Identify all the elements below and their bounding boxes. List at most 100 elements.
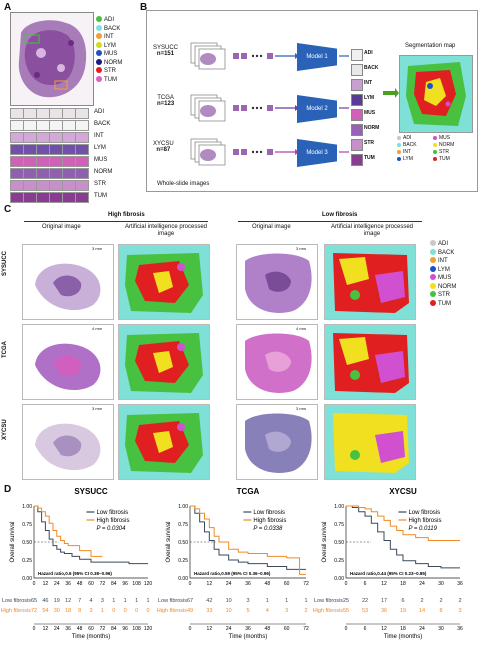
risk-count: 10 [226,608,232,614]
km-title: TCGA [237,487,260,496]
c-legend-back: BACK [430,248,456,258]
y-tick-label: 0.00 [178,576,188,582]
panel-b: SYSUCC n=151 TCGA n=123 XYCSU n=87 Whole-sl… [146,10,478,192]
x-tick-label: 24 [226,581,232,587]
x-tick-label: 0 [33,581,36,587]
tile-adi [10,108,24,119]
ellipsis-dot [259,106,263,110]
risk-count: 8 [78,608,81,614]
tile-mus [75,156,89,167]
x-axis-label: Time (months) [229,634,267,640]
scale-bar-label: 3 mm [296,246,306,251]
c-legend-int: INT [430,257,456,266]
tile-grid: ADI BACK INT LYM MUS NORM STR TUM [10,108,138,204]
km-axes [345,506,460,579]
risk-row-label: High fibrosis [157,608,188,614]
panel-d-label: D [4,484,12,495]
y-axis-label: Overall survival [10,521,16,562]
risk-x-tick: 72 [100,626,106,632]
risk-count: 42 [206,598,212,604]
class-label-back: BACK [364,65,379,71]
y-tick-label: 0.75 [178,522,188,528]
class-label-norm: NORM [364,125,380,131]
tile-str [49,180,63,191]
pipeline-diagram [190,42,399,166]
risk-count: 0 [112,608,115,614]
high-ai-image [118,244,210,320]
risk-count: 2 [304,608,307,614]
y-axis-label: Overall survival [322,521,328,562]
risk-x-tick: 24 [419,626,425,632]
tile-lym [10,144,24,155]
x-tick-label: 96 [122,581,128,587]
risk-count: 3 [458,608,461,614]
risk-count: 0 [146,608,149,614]
seg-legend-norm: NORM [433,142,454,148]
orig-label-low: Original image [252,224,291,230]
risk-x-tick: 108 [132,626,141,632]
tile-label-back: BACK [94,121,111,127]
class-label-adi: ADI [364,50,373,56]
x-tick-label: 30 [438,581,444,587]
km-title: SYSUCC [74,487,108,496]
risk-x-tick: 30 [438,626,444,632]
wsi-label: Whole-slide images [157,181,210,187]
high-original-image [22,404,114,480]
risk-x-tick: 60 [88,626,94,632]
scale-bar-label: 3 mm [92,246,102,251]
km-curve-low-fibrosis [34,505,148,565]
low-original-image [236,244,318,320]
orig-label-high: Original image [42,224,81,230]
cohort-tcga: TCGA n=123 [157,95,175,107]
risk-count: 3 [89,608,92,614]
wsi-thumbnail [10,12,94,106]
risk-count: 54 [42,608,48,614]
risk-x-tick: 48 [265,626,271,632]
risk-count: 2 [439,598,442,604]
risk-count: 65 [31,598,37,604]
risk-count: 17 [381,598,387,604]
tile-str [75,180,89,191]
tile-label-norm: NORM [94,169,113,175]
risk-count: 4 [266,608,269,614]
risk-x-tick: 48 [77,626,83,632]
y-tick-label: 0.75 [22,522,32,528]
tile-tum [36,192,50,203]
tile-int [23,132,37,143]
tile-back [62,120,76,131]
panel-a-label: A [4,2,12,13]
risk-count: 1 [304,598,307,604]
legend-item-int: INT [96,33,122,42]
x-tick-label: 12 [43,581,49,587]
tile-adi [23,108,37,119]
class-tile-adi [351,49,363,61]
tile-str [36,180,50,191]
km-curve-low-fibrosis [190,505,306,570]
tile-adi [75,108,89,119]
risk-count: 6 [401,598,404,604]
x-tick-label: 0 [189,581,192,587]
class-label-int: INT [364,80,373,86]
tile-tum [23,192,37,203]
scale-bar-label: 4 mm [92,326,102,331]
slide-tissue [200,53,216,65]
class-tile-lym [351,94,363,106]
low-fibrosis-title: Low fibrosis [322,212,358,218]
tile-norm [49,168,63,179]
y-axis-label: Overall survival [166,521,172,562]
class-label-lym: LYM [364,95,375,101]
ellipsis-dot [255,106,259,110]
seg-legend-back: BACK [397,142,417,148]
risk-x-tick: 0 [33,626,36,632]
seg-legend-lym: LYM [397,156,413,162]
risk-x-tick: 24 [226,626,232,632]
tile-lym [23,144,37,155]
tile-str [23,180,37,191]
tile-int [10,132,24,143]
tile-norm [75,168,89,179]
high-original-image [22,324,114,400]
risk-count: 1 [101,608,104,614]
risk-count: 72 [31,608,37,614]
y-tick-label: 0.25 [178,558,188,564]
